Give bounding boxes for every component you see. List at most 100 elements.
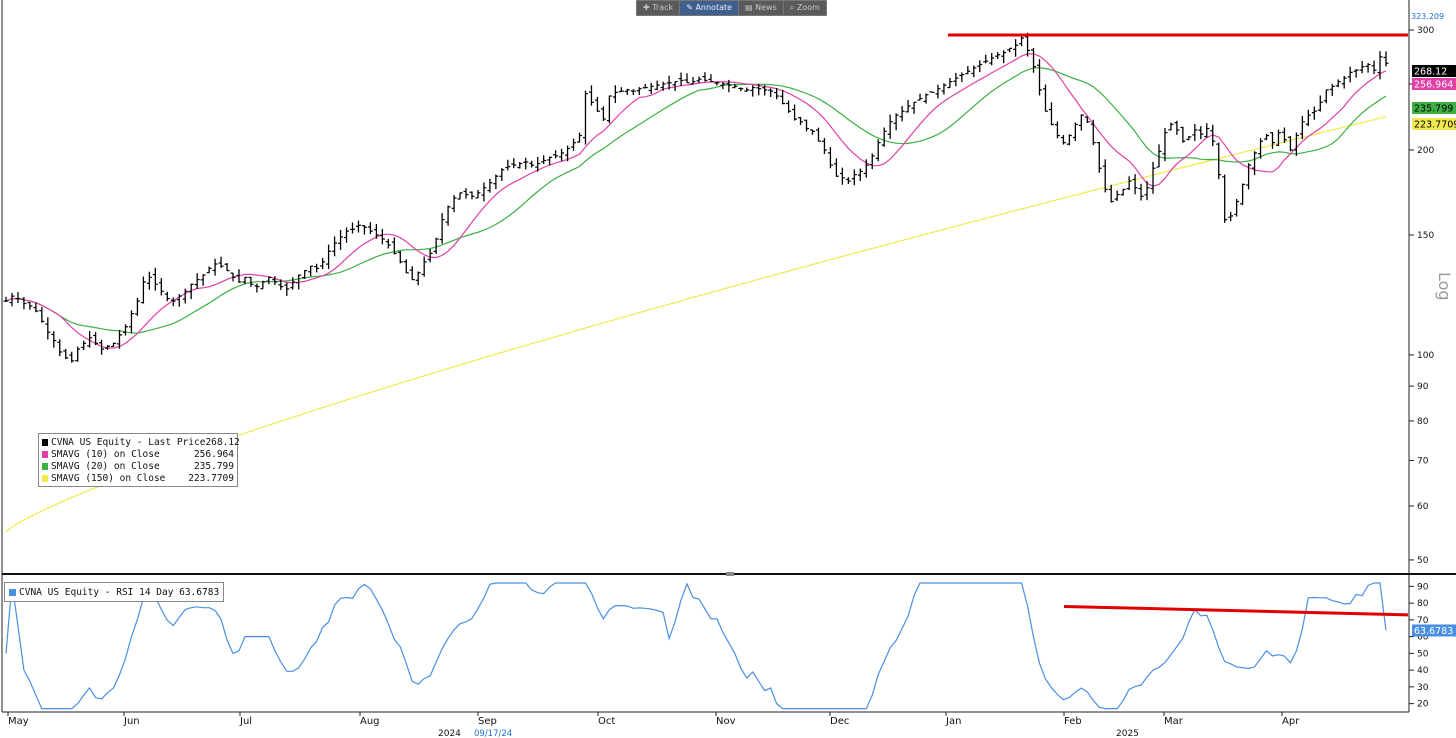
price-bar (1048, 102, 1054, 126)
price-bar (911, 101, 917, 114)
price-value-tag: 235.799 (1412, 102, 1456, 115)
price-bar (1192, 124, 1198, 141)
price-bar (373, 223, 379, 239)
price-bar (1264, 133, 1270, 141)
price-bar (1150, 161, 1156, 194)
price-bar (493, 174, 499, 190)
price-bar (1072, 122, 1078, 142)
legend-label-sma150: SMAVG (150) on Close (51, 472, 166, 484)
price-bar (469, 191, 475, 200)
legend-label-sma20: SMAVG (20) on Close (51, 460, 160, 472)
rsi-tick-label: 20 (1417, 700, 1429, 710)
price-bar (577, 132, 583, 143)
price-bar (1007, 47, 1013, 53)
price-bar (875, 139, 881, 162)
price-bar (1025, 32, 1031, 57)
price-bar (654, 80, 660, 91)
price-bar (1066, 134, 1072, 146)
price-tick-label: 90 (1417, 382, 1429, 392)
sma-20-series (5, 67, 1387, 334)
price-bar (971, 65, 977, 78)
price-bar (792, 104, 798, 121)
price-axis: 5060708090100150200250300323.209268.1225… (1409, 12, 1456, 566)
price-bar (1078, 114, 1084, 131)
price-bar (565, 145, 571, 162)
price-bar (27, 301, 33, 310)
price-bar (1102, 159, 1108, 193)
price-bar (1060, 134, 1066, 145)
track-button[interactable]: ✚ Track (637, 1, 681, 15)
year-label: 2025 (1116, 729, 1139, 738)
price-bar (117, 329, 123, 349)
legend-value-sma20: 235.799 (193, 460, 234, 472)
price-bar (774, 88, 780, 100)
price-bar (457, 192, 463, 200)
rsi-legend-label: CVNA US Equity - RSI 14 Day 63.6783 (19, 586, 220, 598)
rsi-value-tag: 63.6783 (1412, 624, 1456, 637)
month-label: Sep (478, 716, 497, 727)
price-bar (111, 342, 117, 348)
year-label: 2024 (438, 729, 461, 738)
price-bar (379, 228, 385, 245)
price-bar (1156, 144, 1162, 168)
price-bar (206, 266, 212, 274)
price-bar (1269, 132, 1275, 149)
price-bar (1001, 50, 1007, 64)
rsi-legend: CVNA US Equity - RSI 14 Day 63.6783 (4, 582, 225, 602)
price-bar (152, 267, 158, 291)
legend-swatch-last-price (42, 438, 48, 446)
zoom-button[interactable]: ⌕ Zoom (789, 3, 820, 12)
price-tick-label: 150 (1417, 231, 1434, 241)
price-bar (1180, 126, 1186, 143)
price-bar (630, 89, 636, 96)
price-bar (684, 73, 690, 84)
price-bar (134, 297, 140, 316)
price-bar (989, 52, 995, 66)
price-bar (505, 159, 511, 171)
price-bar (367, 222, 373, 235)
top-value-label: 323.209 (1411, 12, 1444, 21)
price-bar (624, 88, 630, 95)
month-label: Mar (1164, 716, 1184, 727)
price-bar (1186, 135, 1192, 141)
price-bar (1281, 127, 1287, 143)
price-value-tag-text: 256.964 (1414, 80, 1453, 91)
legend-row-sma10: SMAVG (10) on Close 256.964 (42, 448, 234, 460)
price-bar (176, 294, 182, 307)
price-bars (3, 32, 1389, 363)
rsi-value-tag-text: 63.6783 (1414, 626, 1453, 637)
price-bar (750, 85, 756, 97)
price-bar (702, 72, 708, 82)
price-bar (427, 248, 433, 263)
price-bar (571, 138, 577, 151)
rsi-legend-swatch (9, 588, 16, 596)
price-bar (535, 156, 541, 172)
price-bar (881, 127, 887, 147)
price-tick-label: 50 (1417, 556, 1429, 566)
price-bar (1335, 79, 1341, 88)
price-bar (266, 276, 272, 285)
price-bar (559, 148, 565, 162)
month-label: Nov (716, 716, 736, 727)
month-label: Aug (360, 716, 380, 727)
price-bar (672, 81, 678, 92)
price-bar (194, 273, 200, 289)
price-bar (224, 262, 230, 272)
price-bar (965, 66, 971, 75)
log-scale-label: Log (1435, 272, 1454, 301)
annotate-button[interactable]: ✎ Annotate (680, 1, 740, 15)
legend-swatch-sma150 (42, 474, 48, 482)
rsi-trend-line (1063, 604, 1409, 617)
price-bar (15, 292, 21, 304)
price-bar (308, 265, 314, 277)
price-bar (212, 258, 218, 276)
price-bar (648, 82, 654, 94)
price-bar (1240, 183, 1246, 206)
price-bar (51, 331, 57, 348)
price-bar (1341, 75, 1347, 89)
sma-20-line (5, 67, 1387, 334)
news-button[interactable]: ▤ News (739, 1, 784, 15)
price-bar (780, 89, 786, 105)
price-bar (439, 213, 445, 244)
legend-value-sma150: 223.7709 (188, 472, 234, 484)
